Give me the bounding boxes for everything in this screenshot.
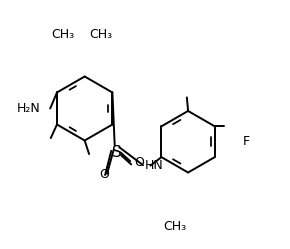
- Text: CH₃: CH₃: [89, 28, 112, 41]
- Text: O: O: [134, 156, 144, 169]
- Text: CH₃: CH₃: [51, 28, 74, 41]
- Text: HN: HN: [145, 159, 164, 172]
- Text: CH₃: CH₃: [163, 220, 186, 233]
- Text: F: F: [242, 135, 249, 148]
- Text: S: S: [112, 145, 122, 160]
- Text: H₂N: H₂N: [17, 102, 40, 115]
- Text: O: O: [99, 169, 109, 182]
